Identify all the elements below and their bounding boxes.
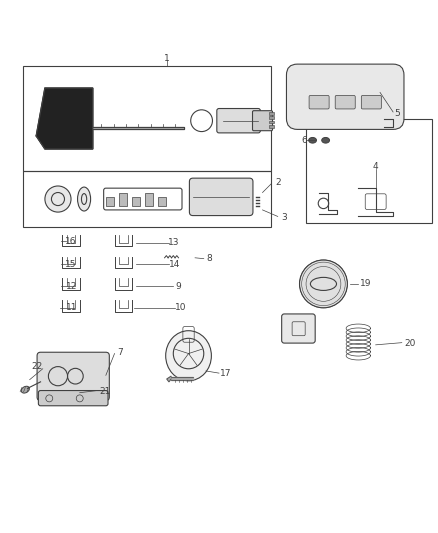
Polygon shape [36, 88, 93, 149]
Text: 6: 6 [301, 136, 307, 145]
Polygon shape [93, 127, 184, 130]
FancyBboxPatch shape [217, 109, 260, 133]
Bar [158, 197, 166, 206]
Text: 11: 11 [66, 303, 78, 312]
Text: 19: 19 [360, 279, 372, 288]
Bar [269, 112, 274, 115]
Circle shape [45, 186, 71, 212]
FancyBboxPatch shape [189, 178, 253, 215]
Circle shape [300, 260, 347, 308]
Ellipse shape [309, 138, 317, 143]
FancyBboxPatch shape [253, 111, 272, 131]
Polygon shape [167, 376, 171, 382]
Bar [269, 120, 274, 123]
Text: 22: 22 [32, 362, 42, 371]
Text: 2: 2 [275, 179, 281, 188]
FancyBboxPatch shape [335, 95, 355, 109]
Text: 21: 21 [99, 387, 111, 396]
Bar [106, 197, 114, 206]
Bar [269, 125, 274, 128]
Text: 1: 1 [164, 54, 170, 63]
Text: 12: 12 [66, 281, 78, 290]
Bar [119, 192, 127, 206]
FancyBboxPatch shape [309, 95, 329, 109]
Ellipse shape [166, 330, 212, 381]
Text: 16: 16 [65, 237, 77, 246]
Bar [23, 66, 271, 171]
FancyBboxPatch shape [361, 95, 381, 109]
FancyBboxPatch shape [282, 314, 315, 343]
Bar [23, 171, 271, 228]
Ellipse shape [21, 386, 29, 393]
Text: 15: 15 [65, 260, 77, 269]
Ellipse shape [322, 138, 329, 143]
Bar [145, 192, 153, 206]
Text: 3: 3 [281, 213, 287, 222]
Text: 8: 8 [206, 254, 212, 263]
Polygon shape [171, 377, 193, 379]
Text: 13: 13 [169, 238, 180, 247]
Text: 9: 9 [176, 281, 181, 290]
Text: 4: 4 [373, 162, 378, 171]
Text: 20: 20 [404, 339, 415, 348]
Text: 14: 14 [169, 260, 180, 269]
Text: 7: 7 [117, 348, 123, 357]
Bar [132, 197, 140, 206]
Ellipse shape [78, 187, 91, 211]
Bar [306, 118, 432, 223]
FancyBboxPatch shape [37, 352, 110, 400]
Text: 10: 10 [175, 303, 187, 312]
FancyBboxPatch shape [286, 64, 404, 130]
Text: 5: 5 [395, 109, 400, 118]
Bar [269, 116, 274, 119]
FancyBboxPatch shape [39, 391, 108, 406]
Text: 17: 17 [220, 369, 231, 378]
